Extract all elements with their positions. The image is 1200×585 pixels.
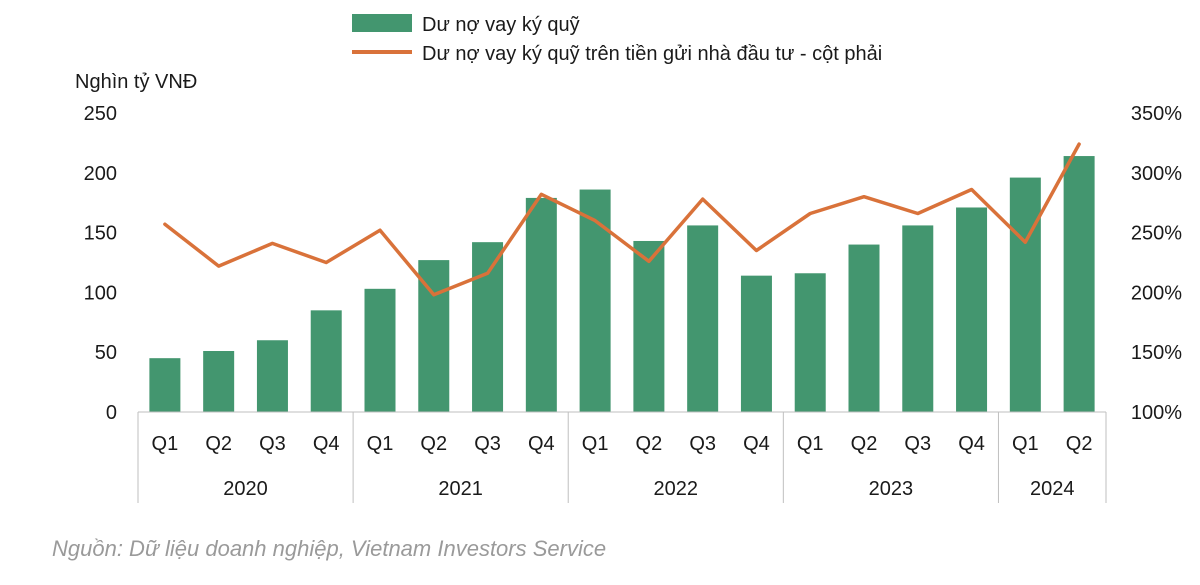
x-tick-label: Q3: [474, 433, 501, 455]
bar: [794, 273, 826, 412]
bar: [687, 225, 719, 412]
x-tick-label: Q1: [797, 433, 824, 455]
y-right-tick-label: 200%: [1131, 282, 1182, 304]
bar: [525, 197, 557, 412]
y-left-tick-label: 200: [84, 163, 117, 185]
y-left-ticks: 0 50 100 150 200 250: [84, 103, 117, 424]
y-left-tick-label: 250: [84, 103, 117, 125]
legend: Dư nợ vay ký quỹ Dư nợ vay ký quỹ trên t…: [352, 14, 882, 65]
x-year-label: 2021: [438, 478, 483, 500]
x-tick-label: Q2: [851, 433, 878, 455]
y-right-tick-label: 350%: [1131, 103, 1182, 125]
line-series: [163, 142, 1081, 297]
legend-bar-label: Dư nợ vay ký quỹ: [422, 14, 580, 36]
y-left-tick-label: 150: [84, 223, 117, 245]
x-tick-label: Q3: [904, 433, 931, 455]
legend-line-label: Dư nợ vay ký quỹ trên tiền gửi nhà đầu t…: [422, 43, 882, 65]
bar: [256, 340, 288, 412]
y-left-axis-title: Nghìn tỷ VNĐ: [75, 71, 197, 93]
x-year-label: 2023: [869, 478, 914, 500]
y-left-tick-label: 100: [84, 282, 117, 304]
legend-bar-swatch: [352, 14, 412, 32]
x-tick-label: Q1: [1012, 433, 1039, 455]
x-tick-label: Q1: [582, 433, 609, 455]
x-tick-label: Q2: [636, 433, 663, 455]
bar: [418, 260, 450, 412]
y-right-tick-label: 150%: [1131, 342, 1182, 364]
x-year-label: 2024: [1030, 478, 1075, 500]
x-tick-label: Q3: [689, 433, 716, 455]
bar: [579, 189, 611, 412]
bar: [1063, 156, 1095, 412]
y-left-tick-label: 50: [95, 342, 117, 364]
bar: [956, 207, 988, 412]
bar: [740, 275, 772, 412]
x-tick-label: Q4: [528, 433, 555, 455]
x-tick-label: Q2: [1066, 433, 1093, 455]
bar: [310, 310, 342, 412]
y-right-tick-label: 250%: [1131, 223, 1182, 245]
bar: [1009, 177, 1041, 412]
x-tick-label: Q1: [367, 433, 394, 455]
bar: [364, 288, 396, 412]
x-axis: Q1 Q2 Q3 Q4 Q1 Q2 Q3 Q4 Q1 Q2 Q3 Q4 Q1 Q2 Q3 Q4 Q1 Q2 2020…: [137, 411, 1107, 503]
bar: [203, 351, 235, 412]
x-tick-label: Q4: [743, 433, 770, 455]
ratio-line: [163, 142, 1081, 297]
bar: [848, 244, 880, 412]
y-right-ticks: 100% 150% 200% 250% 300% 350%: [1131, 103, 1182, 424]
y-left-tick-label: 0: [106, 402, 117, 424]
bar: [149, 358, 181, 412]
bar: [902, 225, 934, 412]
y-right-tick-label: 300%: [1131, 163, 1182, 185]
x-year-label: 2022: [654, 478, 699, 500]
bar: [633, 240, 665, 412]
bar: [472, 242, 504, 412]
x-tick-label: Q3: [259, 433, 286, 455]
x-tick-label: Q2: [420, 433, 447, 455]
x-tick-label: Q4: [313, 433, 340, 455]
bar-series: [149, 156, 1095, 412]
x-tick-label: Q4: [958, 433, 985, 455]
x-tick-label: Q2: [205, 433, 232, 455]
source-note: Nguồn: Dữ liệu doanh nghiệp, Vietnam Inv…: [52, 536, 607, 561]
x-tick-label: Q1: [152, 433, 179, 455]
y-right-tick-label: 100%: [1131, 402, 1182, 424]
x-year-label: 2020: [223, 478, 268, 500]
